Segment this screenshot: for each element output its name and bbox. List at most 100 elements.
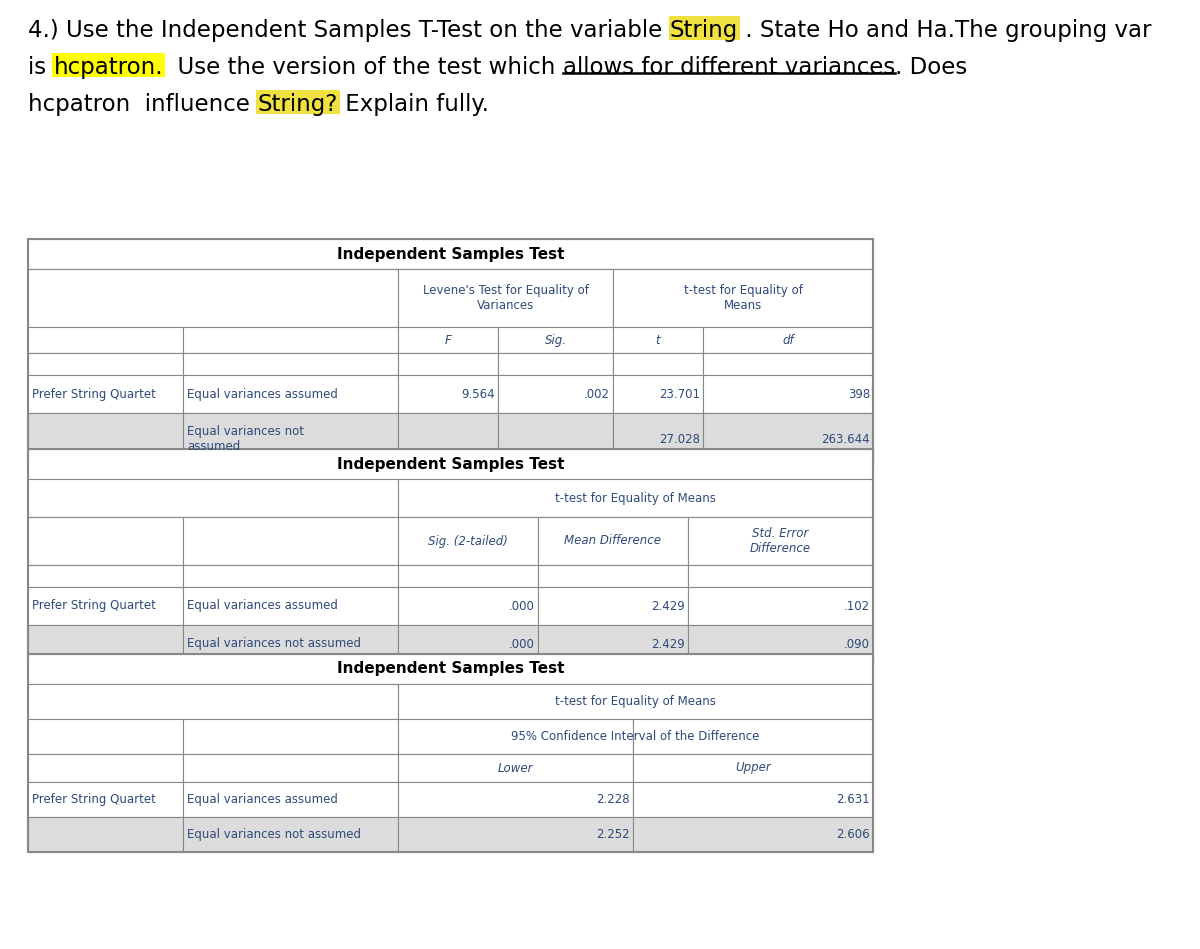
Bar	[498, 375, 613, 413]
Bar	[634, 782, 874, 817]
Text: String?: String?	[257, 93, 337, 116]
Bar	[28, 269, 398, 327]
Bar	[256, 90, 340, 114]
Text: . State Ho and Ha.The grouping var: . State Ho and Ha.The grouping var	[738, 19, 1151, 42]
Bar	[398, 817, 634, 852]
Bar	[28, 684, 398, 719]
Bar	[182, 754, 398, 782]
Text: 2.252: 2.252	[596, 828, 630, 841]
Bar	[498, 413, 613, 465]
Bar	[398, 587, 538, 625]
Bar	[398, 479, 874, 517]
Bar	[28, 239, 874, 465]
Bar	[538, 517, 688, 565]
Bar	[28, 654, 874, 852]
Text: Explain fully.: Explain fully.	[337, 93, 488, 116]
Text: is: is	[28, 56, 53, 79]
Text: String: String	[670, 19, 738, 42]
Bar	[182, 587, 398, 625]
Text: Prefer String Quartet: Prefer String Quartet	[32, 793, 156, 806]
Bar	[538, 587, 688, 625]
Text: 95% Confidence Interval of the Difference: 95% Confidence Interval of the Differenc…	[511, 730, 760, 743]
Bar	[398, 782, 634, 817]
Bar	[498, 327, 613, 353]
Text: 4.) Use the Independent Samples T-Test on the variable: 4.) Use the Independent Samples T-Test o…	[28, 19, 670, 42]
Bar	[703, 413, 874, 465]
Bar	[688, 625, 874, 663]
Bar	[538, 625, 688, 663]
Text: Independent Samples Test: Independent Samples Test	[337, 456, 564, 472]
Bar	[28, 413, 182, 465]
Bar	[398, 413, 498, 465]
Text: Std. Error
Difference: Std. Error Difference	[750, 527, 811, 555]
Bar	[703, 327, 874, 353]
Bar	[28, 782, 182, 817]
Bar	[182, 719, 398, 754]
Text: Levene's Test for Equality of
Variances: Levene's Test for Equality of Variances	[422, 284, 588, 312]
Text: Equal variances not
assumed: Equal variances not assumed	[187, 425, 304, 453]
Bar	[182, 565, 398, 587]
Bar	[28, 565, 182, 587]
Text: 263.644: 263.644	[821, 433, 870, 445]
Text: Lower: Lower	[498, 761, 533, 774]
Text: Prefer String Quartet: Prefer String Quartet	[32, 387, 156, 400]
Bar	[182, 517, 398, 565]
Bar	[182, 353, 398, 375]
Bar	[53, 53, 166, 77]
Text: Use the version of the test which: Use the version of the test which	[163, 56, 563, 79]
Text: 2.429: 2.429	[652, 638, 685, 650]
Text: Equal variances assumed: Equal variances assumed	[187, 600, 338, 612]
Text: . Does: . Does	[895, 56, 967, 79]
Text: 9.564: 9.564	[461, 387, 496, 400]
Text: 23.701: 23.701	[659, 387, 700, 400]
Bar	[538, 565, 688, 587]
Bar	[182, 817, 398, 852]
Bar	[28, 517, 182, 565]
Bar	[688, 517, 874, 565]
Text: Mean Difference: Mean Difference	[564, 534, 661, 548]
Text: allows for different variances: allows for different variances	[563, 56, 895, 79]
Text: t: t	[655, 333, 660, 346]
Text: t-test for Equality of Means: t-test for Equality of Means	[556, 695, 716, 708]
Bar	[613, 413, 703, 465]
Bar	[398, 565, 538, 587]
Bar	[498, 353, 613, 375]
Bar	[688, 587, 874, 625]
Text: 2.228: 2.228	[596, 793, 630, 806]
Text: 27.028: 27.028	[659, 433, 700, 445]
Bar	[398, 327, 498, 353]
Bar	[28, 654, 874, 684]
Text: 2.429: 2.429	[652, 600, 685, 612]
Bar	[28, 817, 182, 852]
Bar	[28, 479, 398, 517]
Text: Independent Samples Test: Independent Samples Test	[337, 661, 564, 677]
Text: .000: .000	[509, 638, 535, 650]
Bar	[398, 517, 538, 565]
Bar	[613, 327, 703, 353]
Bar	[28, 587, 182, 625]
Text: Independent Samples Test: Independent Samples Test	[337, 247, 564, 262]
Bar	[182, 327, 398, 353]
Bar	[28, 754, 182, 782]
Text: hcpatron  influence: hcpatron influence	[28, 93, 257, 116]
Bar	[398, 684, 874, 719]
Text: Equal variances assumed: Equal variances assumed	[187, 793, 338, 806]
Bar	[634, 817, 874, 852]
Text: hcpatron.: hcpatron.	[53, 56, 163, 79]
Bar	[613, 269, 874, 327]
Text: Prefer String Quartet: Prefer String Quartet	[32, 600, 156, 612]
Text: .002: .002	[584, 387, 610, 400]
Bar	[398, 719, 634, 754]
Bar	[398, 625, 538, 663]
Bar	[398, 375, 498, 413]
Bar	[28, 327, 182, 353]
Bar	[634, 719, 874, 754]
Bar	[182, 625, 398, 663]
Bar	[398, 353, 498, 375]
Bar	[28, 449, 874, 479]
Bar	[613, 353, 703, 375]
Text: .102: .102	[844, 600, 870, 612]
Bar	[668, 16, 739, 40]
Text: Sig.: Sig.	[545, 333, 566, 346]
Bar	[182, 375, 398, 413]
